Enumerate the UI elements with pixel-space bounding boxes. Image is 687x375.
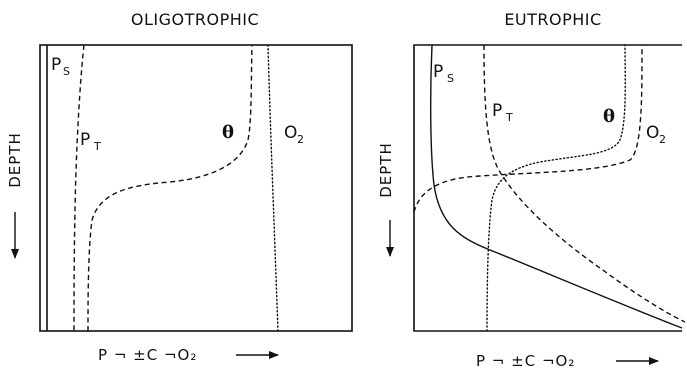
eutrophic-theta-label: θ [603, 106, 615, 127]
svg-text:O: O [646, 123, 659, 143]
oligotrophic-o2-label: O 2 [284, 123, 304, 146]
oligotrophic-title: OLIGOTROPHIC [131, 10, 259, 29]
svg-text:O: O [284, 123, 297, 143]
eutrophic-theta-curve [486, 44, 626, 332]
svg-text:P: P [433, 62, 443, 82]
oligotrophic-o2-curve [267, 44, 279, 332]
svg-text:T: T [505, 111, 513, 124]
oligotrophic-depth-label: DEPTH [6, 132, 24, 188]
oligotrophic-theta-label: θ [222, 122, 234, 143]
eutrophic-panel: EUTROPHIC P S P T θ O 2 DEPTH P ¬ ± [377, 10, 686, 370]
eutrophic-x-label: P ¬ ±C ¬O₂ [476, 352, 575, 370]
eutrophic-pt-label: P T [492, 101, 513, 124]
eutrophic-ps-label: P S [433, 62, 454, 85]
oligotrophic-panel: OLIGOTROPHIC P S P T θ O 2 DEPTH P ¬ ±C … [6, 10, 353, 364]
svg-text:S: S [447, 72, 454, 85]
svg-text:2: 2 [297, 133, 304, 146]
eutrophic-o2-curve [413, 44, 643, 213]
eutrophic-o2-label: O 2 [646, 123, 666, 146]
svg-text:P: P [80, 130, 90, 150]
eutrophic-depth-label: DEPTH [377, 142, 395, 198]
svg-text:T: T [93, 140, 101, 153]
oligotrophic-plot-frame [39, 44, 353, 332]
svg-text:2: 2 [659, 133, 666, 146]
oligotrophic-x-label: P ¬ ±C ¬O₂ [98, 346, 197, 364]
svg-text:θ: θ [603, 106, 615, 127]
svg-text:θ: θ [222, 122, 234, 143]
svg-text:P: P [51, 55, 61, 75]
eutrophic-pt-curve [483, 44, 686, 323]
oligotrophic-pt-curve [87, 44, 253, 332]
oligotrophic-ps-curve [73, 44, 85, 332]
eutrophic-ps-curve [429, 44, 683, 329]
svg-text:S: S [63, 65, 70, 78]
oligotrophic-pt-label: P T [80, 130, 101, 153]
oligotrophic-ps-label: P S [51, 55, 70, 78]
eutrophic-title: EUTROPHIC [504, 10, 601, 29]
svg-text:P: P [492, 101, 502, 121]
eutrophic-plot-frame [413, 44, 682, 332]
